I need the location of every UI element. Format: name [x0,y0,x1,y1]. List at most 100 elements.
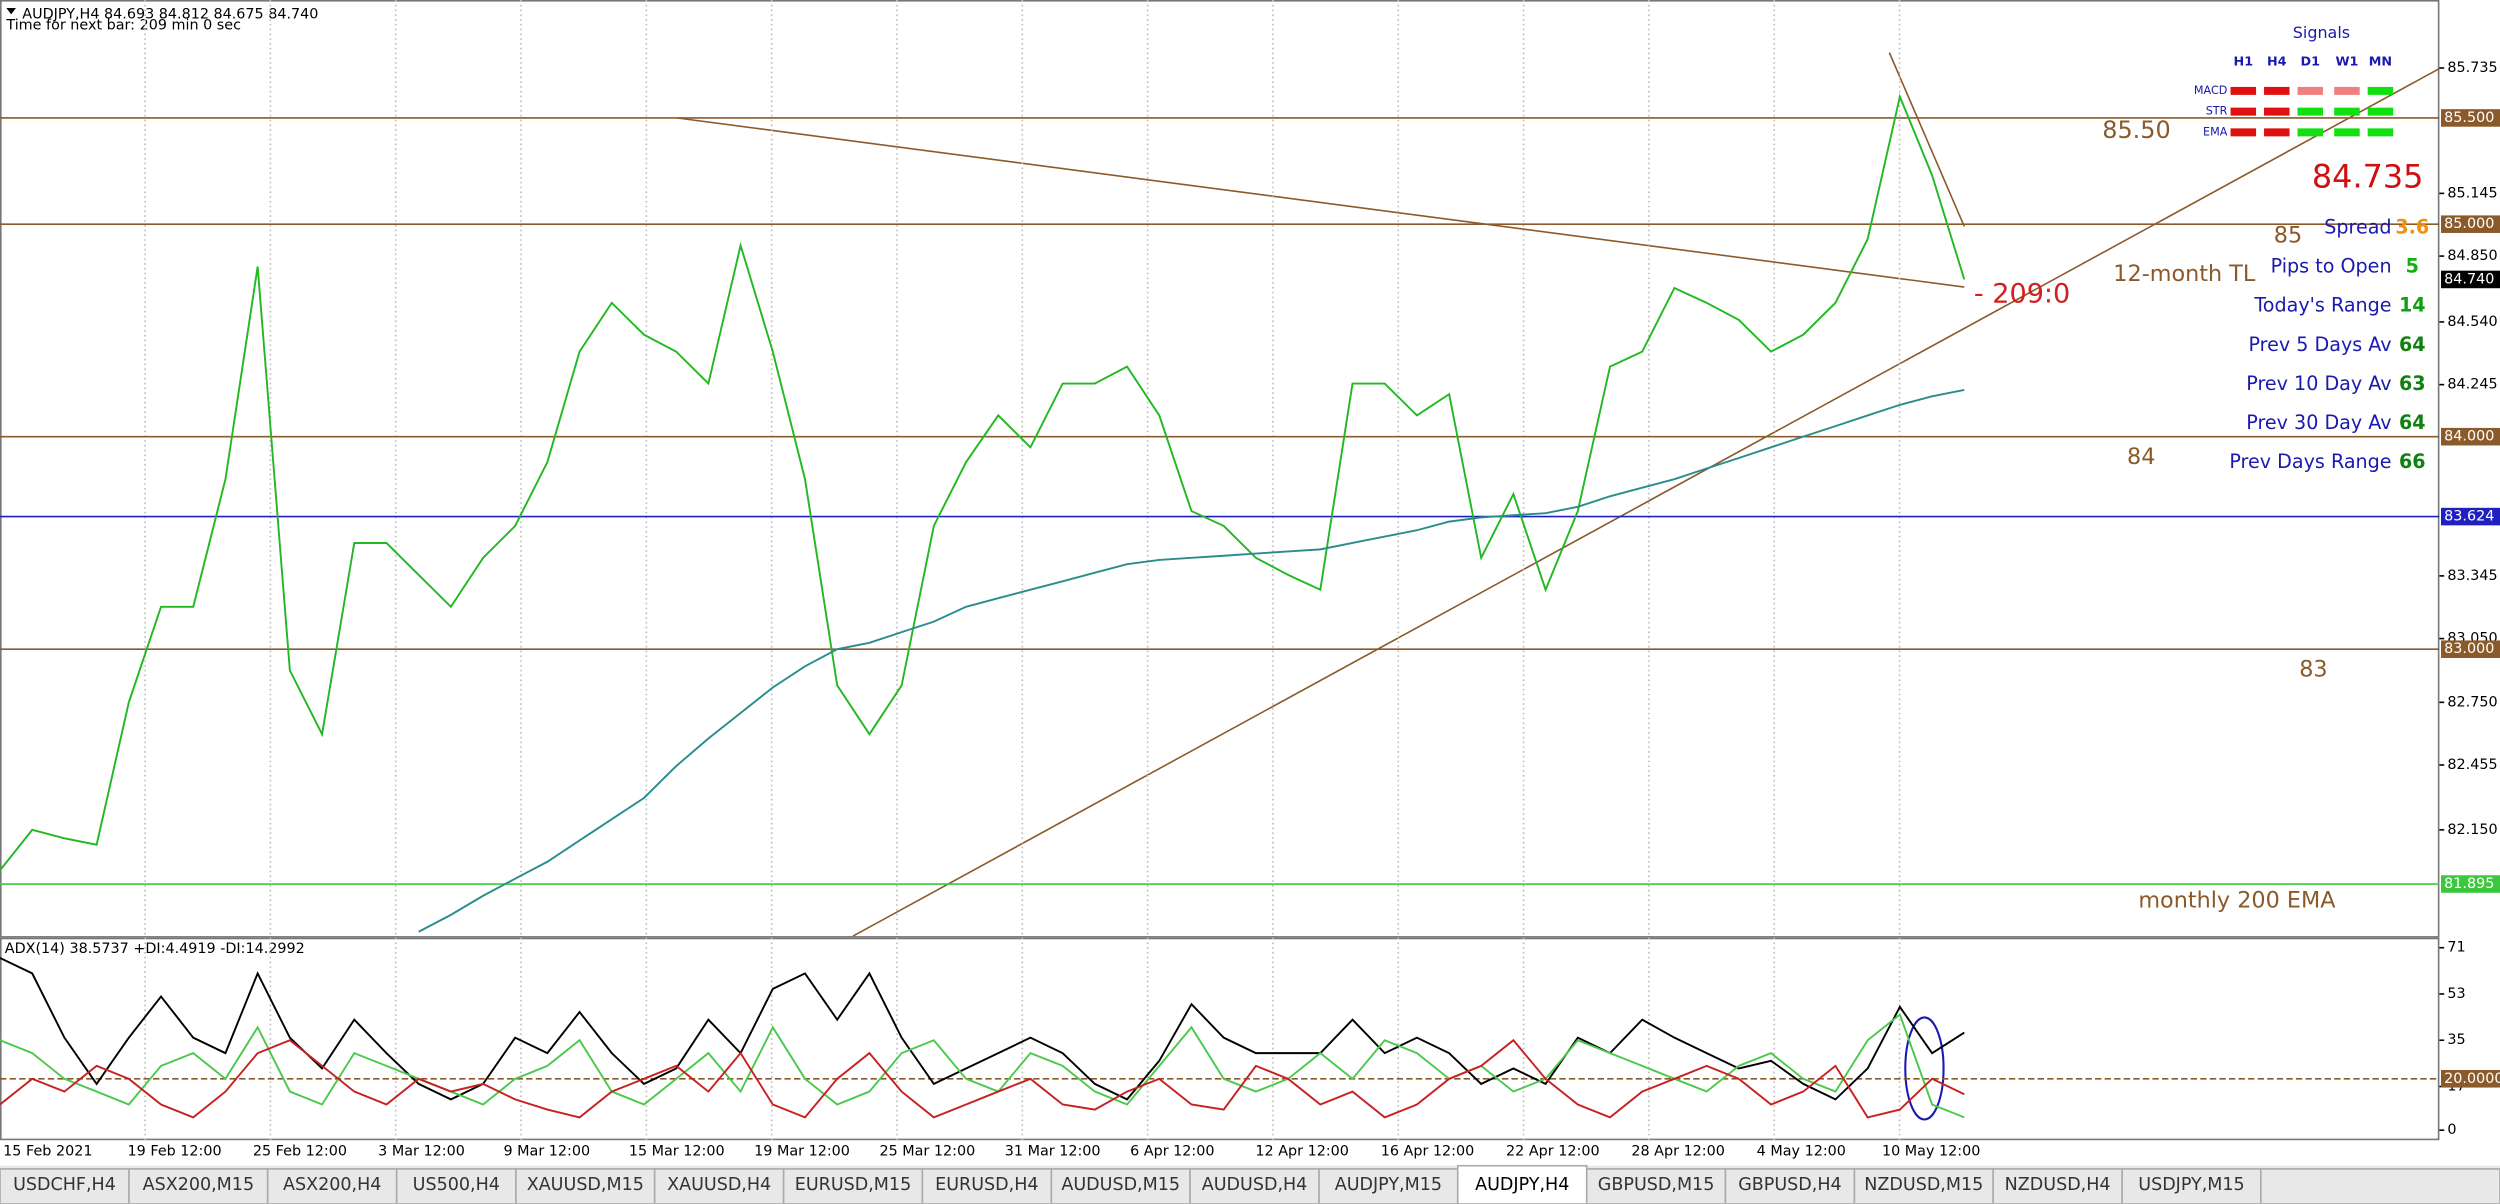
tab[interactable] [782,1168,924,1204]
tab-label[interactable]: NZDUSD,H4 [2005,1175,2111,1195]
tab-label[interactable]: USDJPY,M15 [2138,1175,2244,1195]
tab[interactable] [1992,1168,2123,1204]
stat-value: 64 [2399,411,2426,434]
tab[interactable] [653,1168,785,1204]
price-label-box [2441,640,2500,658]
tab[interactable] [1724,1168,1856,1204]
y-tick-label: 84.540 [2447,314,2497,330]
tab[interactable] [395,1168,517,1204]
signal-cell [2367,128,2394,137]
y-tick-label: 82.150 [2447,822,2497,838]
annotation: 83 [2299,656,2327,682]
tab[interactable] [1050,1168,1191,1204]
signal-cell [2297,86,2324,95]
annotation: 85 [2274,223,2302,249]
price-label-box [2441,427,2500,446]
stat-value: 66 [2399,450,2426,473]
y-tick-label: 85.735 [2447,60,2497,76]
tab-label[interactable]: GBPUSD,M15 [1598,1175,1715,1195]
bar-timer: Time for next bar: 209 min 0 sec [5,18,241,34]
x-tick-label: 28 Apr 12:00 [1631,1143,1725,1159]
signal-row-label: EMA [2203,125,2228,138]
signal-cell [2334,128,2360,137]
x-tick-label: 12 Apr 12:00 [1255,1143,1349,1159]
tab-label[interactable]: NZDUSD,M15 [1864,1175,1983,1195]
price-label-box [2441,215,2500,233]
signal-cell [2297,128,2324,137]
y-tick-label: 84.850 [2447,248,2497,264]
y-tick-label: 82.750 [2447,694,2497,710]
price-label-box [2441,270,2500,289]
stat-label: Prev 10 Day Av [2246,372,2391,395]
series-line [0,957,1965,1101]
stat-value: 63 [2399,372,2426,395]
tab[interactable] [0,1168,130,1204]
annotation: - 209:0 [1974,279,2070,310]
signal-cell [2367,107,2394,116]
tab-label[interactable]: AUDUSD,H4 [1202,1175,1308,1195]
stat-value: 64 [2399,333,2426,356]
y-tick-label: 71 [2447,940,2465,956]
price-label-box [2441,1070,2500,1088]
current-price: 84.735 [2312,158,2424,196]
price-label: 20.0000 [2444,1071,2500,1087]
highlight-ellipse [1904,1016,1945,1121]
annotation: 85.50 [2102,116,2170,144]
signal-cell [2230,107,2257,116]
annotation: 12-month TL [2113,261,2256,287]
signal-column: MN [2369,55,2392,70]
signal-cell [2264,107,2290,116]
tab-label[interactable]: US500,H4 [413,1175,500,1195]
y-tick-label: 35 [2447,1032,2465,1048]
tab-label[interactable]: USDCHF,H4 [13,1175,116,1195]
y-tick-label: 53 [2447,986,2465,1002]
tab-label[interactable]: AUDUSD,M15 [1061,1175,1180,1195]
signal-cell [2230,86,2257,95]
series-line [0,93,1966,871]
stat-value: 14 [2399,294,2426,317]
x-tick-label: 31 Mar 12:00 [1005,1143,1101,1159]
tab-label[interactable]: AUDJPY,H4 [1475,1175,1569,1195]
tab-label[interactable]: XAUUSD,M15 [527,1175,644,1195]
y-tick-label: 83.345 [2447,568,2497,584]
tab[interactable] [921,1168,1053,1204]
tab-label[interactable]: GBPUSD,H4 [1738,1175,1841,1195]
stat-label: Prev Days Range [2229,450,2391,473]
indicator-frame [0,937,2440,1141]
tab[interactable] [1853,1168,1994,1204]
tab-label[interactable]: ASX200,M15 [143,1175,254,1195]
price-label: 83.000 [2444,641,2494,657]
x-tick-label: 9 Mar 12:00 [504,1143,591,1159]
price-label: 84.000 [2444,429,2494,445]
price-label-box [2441,507,2500,526]
x-tick-label: 4 May 12:00 [1757,1143,1846,1159]
signal-column: W1 [2335,55,2358,70]
x-tick-label: 10 May 12:00 [1882,1143,1980,1159]
signal-row-label: STR [2206,105,2228,118]
tab[interactable] [128,1168,269,1204]
tab[interactable] [515,1168,656,1204]
signal-cell [2264,128,2290,137]
trendline [1888,52,1966,227]
x-tick-label: 19 Feb 12:00 [128,1143,222,1159]
price-label: 83.624 [2444,509,2494,525]
tab-label[interactable]: ASX200,H4 [283,1175,381,1195]
tab-label[interactable]: XAUUSD,H4 [667,1175,771,1195]
signal-cell [2334,86,2360,95]
tab-label[interactable]: EURUSD,H4 [935,1175,1038,1195]
stat-label: Prev 30 Day Av [2246,411,2391,434]
x-tick-label: 15 Feb 2021 [3,1143,92,1159]
x-tick-label: 16 Apr 12:00 [1381,1143,1475,1159]
tab-label[interactable]: EURUSD,M15 [795,1175,911,1195]
price-label-box [2441,109,2500,127]
stat-label: Spread [2324,216,2391,239]
tab-label[interactable]: AUDJPY,M15 [1335,1175,1442,1195]
collapse-icon [6,7,16,15]
trendline [852,67,2440,937]
y-tick-label: 0 [2447,1122,2456,1138]
y-tick-label: 85.145 [2447,185,2497,201]
series-line [418,388,1965,933]
x-tick-label: 15 Mar 12:00 [629,1143,725,1159]
